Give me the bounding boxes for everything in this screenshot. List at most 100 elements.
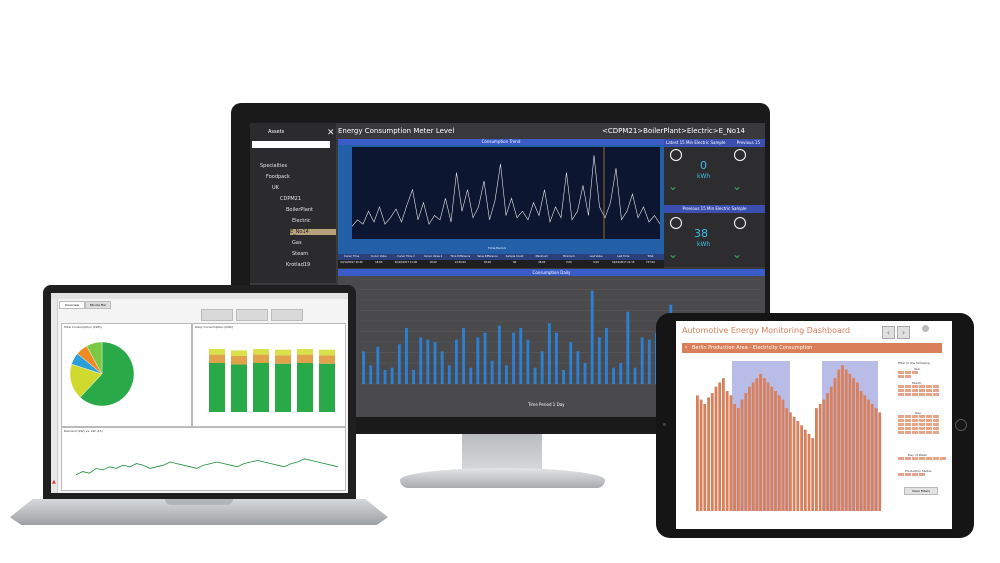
filter-chip[interactable] <box>919 427 925 430</box>
filter-chip[interactable] <box>905 431 911 434</box>
daily-bar[interactable] <box>462 328 465 384</box>
filter-chip[interactable] <box>898 423 904 426</box>
stack-segment[interactable] <box>297 354 313 363</box>
filter-chip[interactable] <box>898 385 904 388</box>
filter-chip[interactable] <box>919 393 925 396</box>
filter-chip[interactable] <box>933 389 939 392</box>
daily-bar[interactable] <box>526 339 530 384</box>
daily-bar[interactable] <box>612 367 615 384</box>
tree-item[interactable]: UK <box>272 185 279 191</box>
filter-chip[interactable] <box>905 473 911 476</box>
filter-chip[interactable] <box>912 427 918 430</box>
filter-chip[interactable] <box>898 427 904 430</box>
stack-segment[interactable] <box>275 363 291 412</box>
tablet-bar[interactable] <box>811 438 815 511</box>
tree-item[interactable]: Krotlad19 <box>286 262 311 268</box>
stack-segment[interactable] <box>209 354 225 363</box>
previous-arrow-button[interactable]: ‹ <box>882 326 895 339</box>
filter-chip[interactable] <box>912 371 918 374</box>
pie-slice[interactable] <box>86 341 103 375</box>
tablet-bar[interactable] <box>841 365 844 511</box>
tablet-bar[interactable] <box>722 378 725 511</box>
tab-minute-bar[interactable]: Minute Bar <box>85 301 111 309</box>
daily-bar[interactable] <box>633 367 637 384</box>
tablet-bar[interactable] <box>777 395 781 511</box>
filter-chip[interactable] <box>898 393 904 396</box>
filter-chip[interactable] <box>933 419 939 422</box>
daily-bar[interactable] <box>469 367 473 384</box>
stack-segment[interactable] <box>253 354 269 363</box>
tablet-bar[interactable] <box>714 386 718 511</box>
filter-chip[interactable] <box>898 371 904 374</box>
stack-segment[interactable] <box>253 349 269 355</box>
daily-bar[interactable] <box>369 365 373 384</box>
filter-chip[interactable] <box>919 415 925 418</box>
tablet-bar[interactable] <box>803 429 807 511</box>
daily-bar[interactable] <box>555 332 558 384</box>
tablet-bar[interactable] <box>785 408 789 511</box>
stack-segment[interactable] <box>297 363 313 412</box>
stack-segment[interactable] <box>253 363 269 412</box>
filter-chip[interactable] <box>933 423 939 426</box>
daily-bar[interactable] <box>562 370 565 384</box>
tablet-bar[interactable] <box>878 412 882 511</box>
daily-bar[interactable] <box>619 363 623 384</box>
tablet-bar[interactable] <box>710 393 714 511</box>
daily-bar[interactable] <box>605 328 608 384</box>
stack-segment[interactable] <box>231 350 247 356</box>
filter-chip[interactable] <box>905 415 911 418</box>
filter-chip[interactable] <box>912 385 918 388</box>
filter-chip[interactable] <box>905 371 911 374</box>
daily-bar[interactable] <box>497 325 501 384</box>
tablet-bar[interactable] <box>867 399 870 511</box>
daily-bar[interactable] <box>397 344 401 384</box>
filter-chip[interactable] <box>919 473 925 476</box>
tablet-bar[interactable] <box>815 408 818 511</box>
stack-segment[interactable] <box>319 355 335 364</box>
filter-chip[interactable] <box>919 431 925 434</box>
filter-chip[interactable] <box>919 423 925 426</box>
tablet-bar[interactable] <box>759 373 762 511</box>
daily-bar[interactable] <box>512 332 515 384</box>
clear-filters-button[interactable]: Clear Filters <box>904 487 938 495</box>
daily-bar[interactable] <box>433 342 437 384</box>
filter-chip[interactable] <box>898 431 904 434</box>
stack-segment[interactable] <box>297 349 313 355</box>
tablet-bar[interactable] <box>837 369 841 511</box>
pie-slice[interactable] <box>79 341 135 407</box>
filter-chip[interactable] <box>912 473 918 476</box>
daily-bar[interactable] <box>383 370 387 384</box>
daily-bar[interactable] <box>626 311 630 384</box>
filter-chip[interactable] <box>933 385 939 388</box>
tablet-bar[interactable] <box>781 399 785 511</box>
tablet-bar[interactable] <box>789 412 792 511</box>
daily-bar[interactable] <box>583 363 587 384</box>
filter-chip[interactable] <box>905 389 911 392</box>
tablet-bar[interactable] <box>863 395 867 511</box>
daily-bar[interactable] <box>455 339 458 384</box>
tab-overview[interactable]: Overview <box>59 301 85 309</box>
filter-chip[interactable] <box>912 419 918 422</box>
filter-chip[interactable] <box>905 427 911 430</box>
filter-chip[interactable] <box>898 473 904 476</box>
daily-bar[interactable] <box>576 351 580 384</box>
daily-bar[interactable] <box>483 332 487 384</box>
tablet-bar[interactable] <box>829 386 833 511</box>
tablet-bar[interactable] <box>736 408 740 511</box>
tablet-bar[interactable] <box>792 416 796 511</box>
tablet-bar[interactable] <box>852 378 855 511</box>
close-icon[interactable]: ✕ <box>327 128 335 138</box>
tablet-bar[interactable] <box>755 378 759 511</box>
tablet-bar[interactable] <box>733 403 736 511</box>
daily-bar[interactable] <box>647 339 651 384</box>
filter-chip[interactable] <box>905 419 911 422</box>
tablet-bar[interactable] <box>718 382 722 511</box>
daily-bar[interactable] <box>505 365 508 384</box>
filter-chip[interactable] <box>912 393 918 396</box>
stack-segment[interactable] <box>209 349 225 355</box>
next-arrow-button[interactable]: › <box>897 326 910 339</box>
daily-bar[interactable] <box>412 370 415 384</box>
daily-bar[interactable] <box>447 365 451 384</box>
filter-chip[interactable] <box>905 457 911 460</box>
filter-chip[interactable] <box>926 389 932 392</box>
